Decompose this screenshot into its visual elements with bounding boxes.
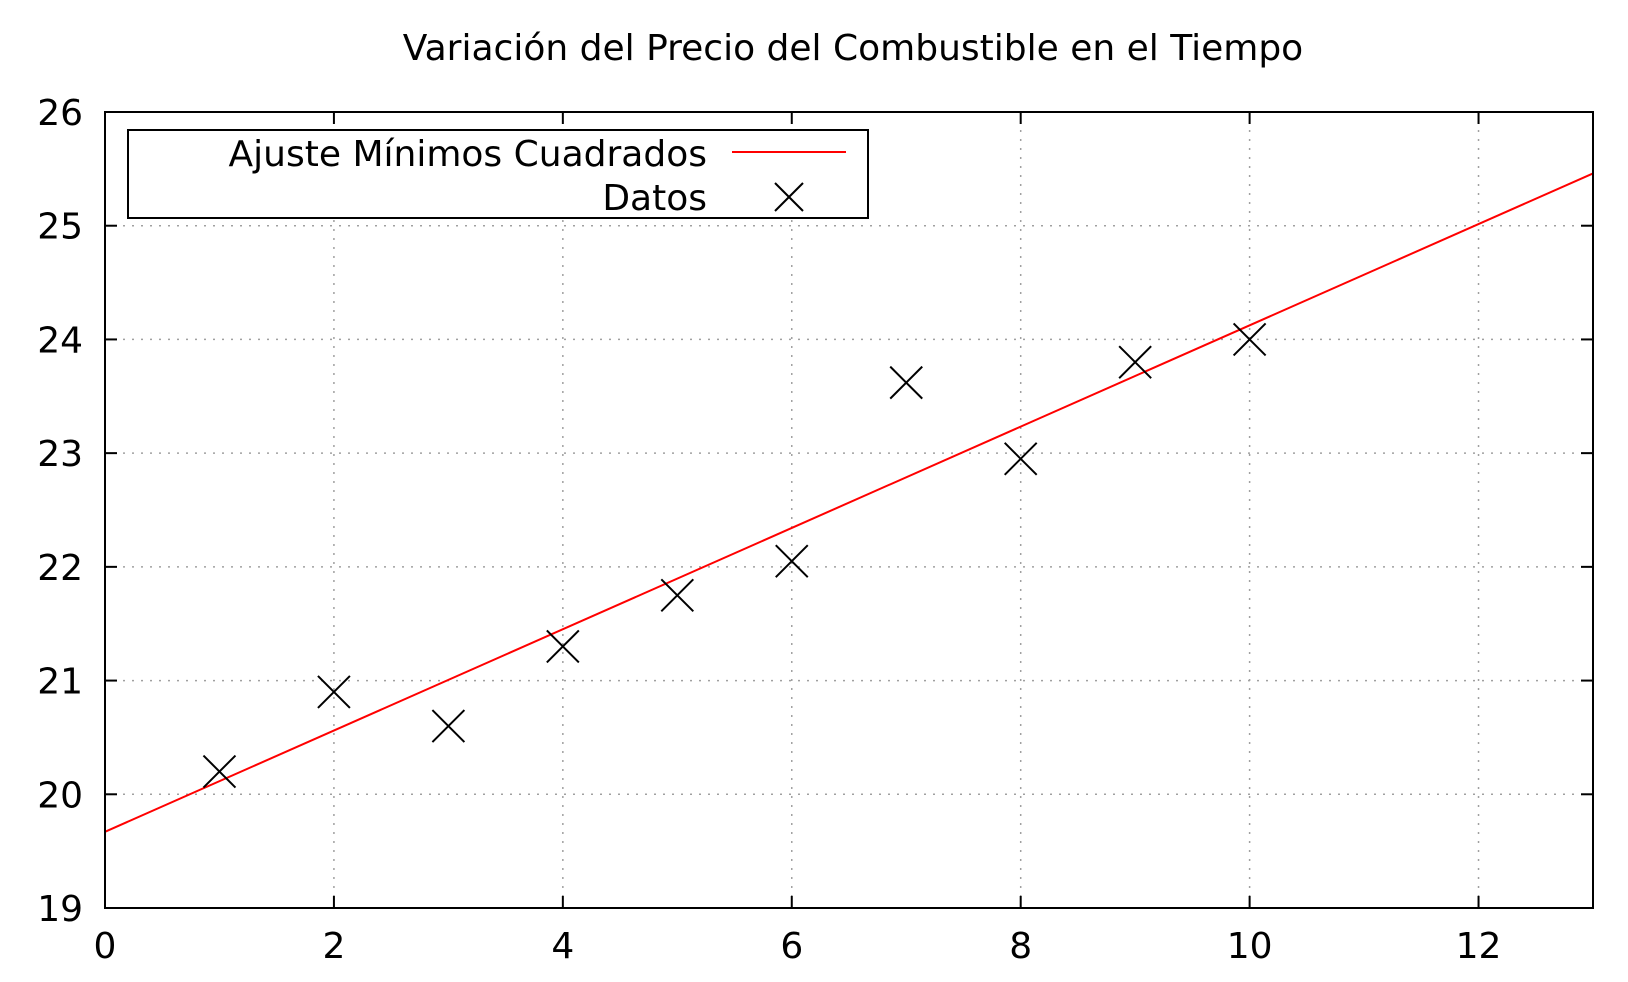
data-point	[546, 629, 580, 664]
data-point-stroke	[546, 629, 580, 664]
y-tick-label: 25	[37, 207, 83, 248]
data-point-stroke	[1118, 345, 1152, 379]
y-tick-label: 24	[37, 320, 83, 361]
x-tick-label: 0	[94, 926, 117, 967]
legend-label-fit: Ajuste Mínimos Cuadrados	[229, 134, 707, 175]
x-tick-label: 4	[551, 926, 574, 967]
data-point-stroke	[202, 754, 237, 789]
data-point-stroke	[775, 544, 809, 578]
x-tick-label: 2	[322, 926, 345, 967]
data-point-stroke	[431, 709, 466, 743]
data-point	[775, 544, 809, 578]
data-point	[317, 675, 351, 709]
y-tick-label: 23	[37, 434, 83, 475]
y-tick-label: 22	[37, 548, 83, 589]
data-point-stroke	[1003, 442, 1038, 476]
legend-x-marker-icon	[774, 182, 804, 212]
data-points-layer	[202, 322, 1267, 789]
data-point	[889, 365, 923, 400]
legend-box	[127, 129, 869, 219]
data-point-stroke	[889, 365, 923, 400]
fit-line	[104, 172, 1594, 833]
y-tick-label: 21	[37, 662, 83, 703]
legend-label-data: Datos	[602, 178, 707, 219]
chart-title: Variación del Precio del Combustible en …	[403, 28, 1303, 69]
data-point	[202, 754, 237, 789]
data-point	[1232, 322, 1267, 357]
data-point	[1003, 442, 1038, 476]
data-point-stroke	[317, 675, 351, 709]
data-point-stroke	[1232, 322, 1267, 357]
legend: Ajuste Mínimos Cuadrados Datos	[127, 129, 869, 219]
y-tick-label: 26	[37, 93, 83, 134]
x-tick-label: 8	[1009, 926, 1032, 967]
y-tick-label: 20	[37, 775, 83, 816]
data-point	[1118, 345, 1152, 379]
grid-lines	[105, 112, 1593, 908]
plot-frame	[104, 111, 1594, 909]
data-point	[431, 709, 466, 743]
data-point-stroke	[660, 578, 695, 612]
x-tick-label: 6	[780, 926, 803, 967]
x-tick-label: 12	[1456, 926, 1502, 967]
legend-marker-stroke	[774, 182, 804, 212]
x-tick-label: 10	[1227, 926, 1273, 967]
y-tick-label: 19	[37, 889, 83, 930]
fit-line-layer	[104, 172, 1594, 833]
data-point	[660, 578, 695, 612]
